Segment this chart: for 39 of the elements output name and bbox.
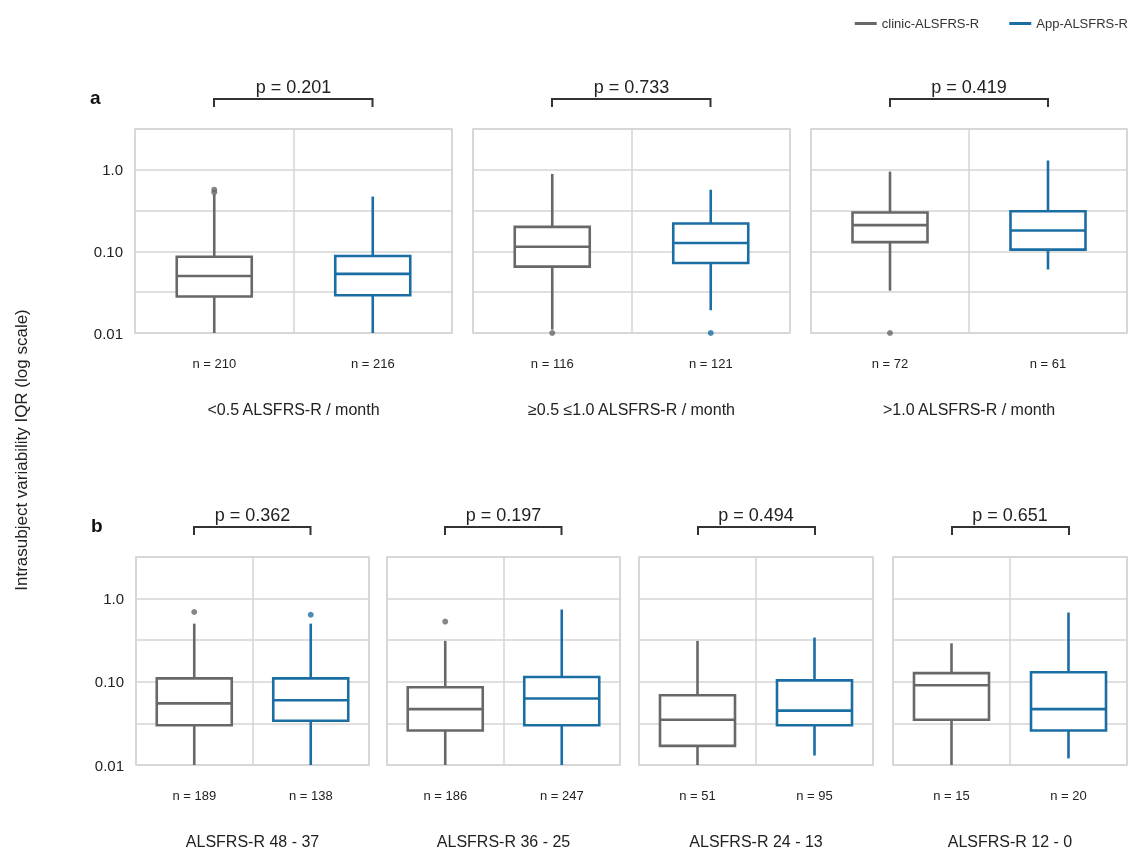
x-tick-label: n = 247: [539, 788, 584, 803]
x-axis-title: >1.0 ALSFRS-R / month: [882, 400, 1056, 418]
text: p = 0.201: [255, 77, 332, 97]
x-axis-title: ALSFRS-R 12 - 0: [947, 832, 1073, 850]
x-tick-label: n = 186: [423, 788, 468, 803]
x-tick-label: n = 20: [1050, 788, 1087, 803]
x-tick-label: n = 189: [172, 788, 217, 803]
legend-label: clinic-ALSFRS-R: [881, 16, 980, 31]
y-tick-label: 0.10: [94, 673, 124, 691]
x-tick-label: n = 138: [288, 788, 333, 803]
x-tick-label: n = 121: [688, 356, 733, 371]
x-axis-title: <0.5 ALSFRS-R / month: [207, 400, 380, 418]
x-tick-label: n = 72: [871, 356, 909, 371]
text: b: [91, 514, 103, 536]
x-axis-title: ALSFRS-R 24 - 13: [689, 832, 823, 850]
y-tick-label: 0.01: [93, 324, 123, 342]
text: p = 0.733: [593, 77, 670, 97]
x-axis-title: ALSFRS-R 48 - 37: [185, 832, 320, 850]
y-tick-label: 1.0: [103, 590, 124, 608]
text: p = 0.494: [718, 505, 794, 525]
legend-label: App-ALSFRS-R: [1036, 16, 1128, 31]
text: p = 0.651: [972, 505, 1048, 525]
x-tick-label: n = 95: [796, 788, 833, 803]
x-tick-label: n = 210: [192, 356, 237, 371]
x-tick-label: n = 61: [1029, 356, 1067, 371]
x-axis-title: ALSFRS-R 36 - 25: [436, 832, 571, 850]
x-axis-title: ≥0.5 ≤1.0 ALSFRS-R / month: [528, 400, 735, 418]
x-tick-label: n = 116: [530, 356, 574, 371]
text: p = 0.362: [214, 505, 291, 525]
y-tick-label: 1.0: [102, 161, 123, 179]
y-axis-title: Intrasubject variability IQR (log scale): [12, 309, 32, 591]
text: p = 0.197: [465, 505, 542, 525]
x-tick-label: n = 51: [679, 788, 716, 803]
y-tick-label: 0.01: [94, 756, 124, 774]
text: a: [90, 86, 101, 108]
y-tick-label: 0.10: [93, 242, 123, 260]
x-tick-label: n = 15: [933, 788, 970, 803]
text: p = 0.419: [931, 77, 1007, 97]
x-tick-label: n = 216: [350, 356, 395, 371]
